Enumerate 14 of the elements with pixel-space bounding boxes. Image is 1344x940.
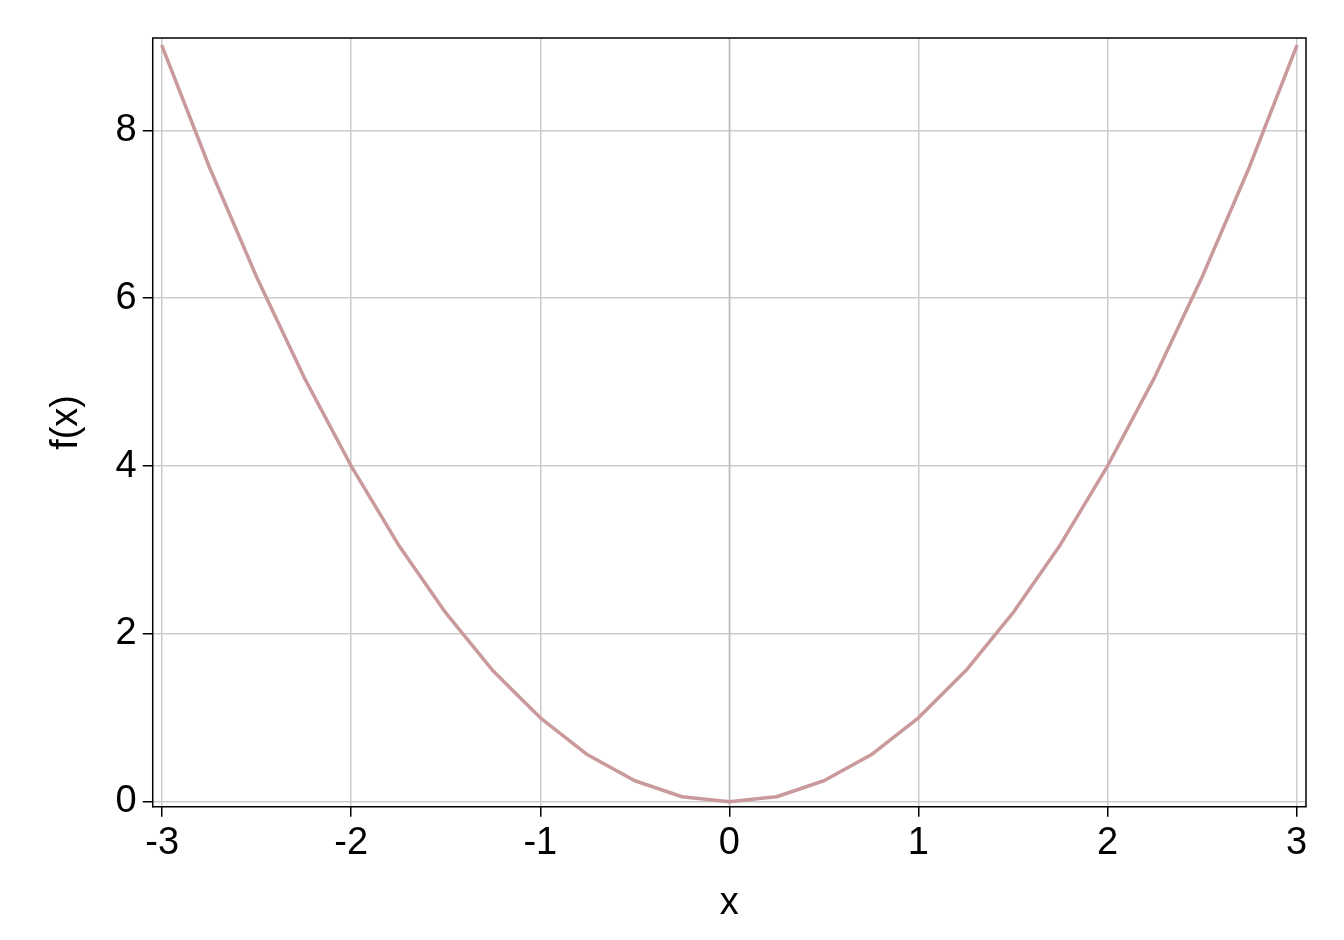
y-tick-label: 4: [115, 442, 137, 485]
x-tick-label: 3: [1285, 820, 1308, 863]
y-tick-label: 0: [115, 778, 137, 821]
x-tick-label: -3: [145, 820, 180, 863]
x-tick-label: 2: [1096, 820, 1119, 863]
x-tick-label: 1: [907, 820, 929, 863]
y-tick-label: 8: [115, 106, 137, 149]
y-tick-label: 6: [115, 274, 137, 317]
x-tick-label: -2: [334, 820, 369, 863]
y-axis-title: f(x): [43, 394, 86, 450]
x-tick-label: -1: [523, 820, 558, 863]
x-tick-label: 0: [718, 820, 740, 863]
y-tick-label: 2: [115, 610, 137, 653]
x-axis-title: x: [719, 879, 739, 922]
